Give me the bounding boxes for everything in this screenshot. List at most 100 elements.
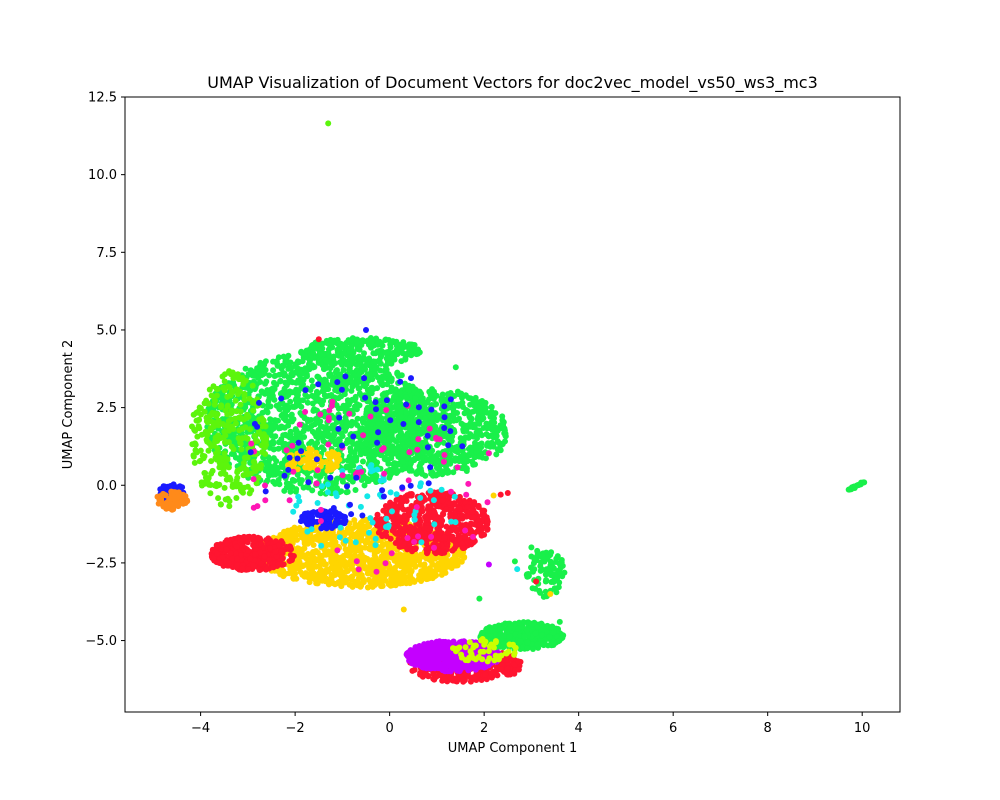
data-point xyxy=(201,470,208,476)
data-point xyxy=(306,441,313,447)
data-point xyxy=(286,481,293,487)
data-point xyxy=(387,344,394,351)
data-point xyxy=(342,546,349,553)
data-point xyxy=(394,561,401,568)
data-point xyxy=(328,574,335,581)
data-point xyxy=(340,367,347,373)
data-point xyxy=(484,518,491,525)
data-point xyxy=(260,431,267,438)
data-point xyxy=(476,420,483,427)
data-point xyxy=(421,561,428,568)
data-point xyxy=(406,346,413,353)
data-point xyxy=(310,407,317,414)
data-point xyxy=(326,373,333,379)
data-point xyxy=(323,393,330,400)
data-point xyxy=(373,472,380,479)
data-point xyxy=(465,446,472,452)
data-point xyxy=(328,552,334,559)
data-point xyxy=(313,449,320,456)
data-point xyxy=(450,408,457,415)
data-point xyxy=(219,554,226,561)
data-point xyxy=(380,424,387,431)
data-point xyxy=(390,566,397,573)
data-point xyxy=(304,399,311,406)
data-point xyxy=(322,357,329,364)
data-point xyxy=(469,508,476,515)
data-point xyxy=(297,370,304,376)
data-point xyxy=(272,433,279,440)
data-point xyxy=(354,440,361,447)
data-point xyxy=(271,446,278,453)
data-point xyxy=(287,398,294,405)
data-point xyxy=(446,500,453,506)
data-point xyxy=(474,435,480,442)
data-point xyxy=(399,458,406,465)
data-point xyxy=(400,342,407,349)
data-point xyxy=(348,461,355,468)
data-point xyxy=(470,399,477,406)
data-point xyxy=(372,581,379,587)
data-point xyxy=(288,371,295,378)
data-point xyxy=(247,371,253,378)
data-point xyxy=(378,583,385,590)
data-point xyxy=(285,352,292,359)
data-point xyxy=(378,415,385,422)
data-point xyxy=(317,490,324,497)
data-point xyxy=(387,388,394,395)
data-point xyxy=(271,379,277,386)
data-point xyxy=(395,443,402,450)
data-point xyxy=(345,525,352,532)
data-point xyxy=(190,411,197,418)
data-point xyxy=(348,547,355,554)
data-point xyxy=(427,504,434,511)
data-point xyxy=(456,505,463,512)
data-point xyxy=(395,575,401,582)
data-point xyxy=(347,467,354,474)
data-point xyxy=(438,522,445,529)
data-point xyxy=(315,341,322,348)
data-point xyxy=(381,454,388,461)
data-point xyxy=(390,516,397,523)
data-point xyxy=(488,403,495,410)
data-point xyxy=(476,453,483,460)
data-point xyxy=(367,579,374,586)
data-point xyxy=(249,382,256,389)
data-point xyxy=(287,428,294,435)
data-point xyxy=(233,408,240,414)
data-point xyxy=(287,488,294,495)
data-point xyxy=(250,562,257,569)
data-point xyxy=(316,376,323,383)
data-point xyxy=(479,398,486,404)
data-point xyxy=(191,426,198,433)
data-point xyxy=(298,403,305,410)
data-point xyxy=(258,372,265,379)
data-point xyxy=(308,422,315,429)
data-point xyxy=(272,372,279,379)
data-point xyxy=(461,410,468,417)
data-point xyxy=(381,390,388,397)
data-point xyxy=(313,472,320,479)
data-point xyxy=(223,546,230,553)
data-point xyxy=(411,455,418,462)
data-point xyxy=(285,544,291,551)
data-point xyxy=(375,421,382,428)
data-point xyxy=(484,424,491,431)
data-point xyxy=(478,444,485,451)
data-point xyxy=(328,392,335,398)
data-point xyxy=(399,466,406,473)
data-point xyxy=(306,565,313,572)
data-point xyxy=(263,465,270,472)
data-point xyxy=(430,396,437,402)
data-point xyxy=(275,417,281,424)
data-point xyxy=(362,544,369,551)
data-point xyxy=(353,531,360,538)
data-point xyxy=(495,439,502,446)
data-point xyxy=(277,401,283,407)
data-point xyxy=(207,490,214,497)
data-point xyxy=(384,358,391,365)
data-point xyxy=(309,487,316,494)
data-point xyxy=(482,455,489,462)
data-point xyxy=(348,448,355,455)
data-point xyxy=(287,377,294,384)
